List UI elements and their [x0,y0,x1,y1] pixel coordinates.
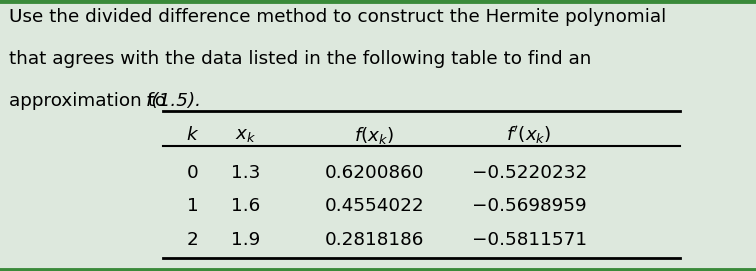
Text: −0.5698959: −0.5698959 [472,197,587,215]
Text: −0.5811571: −0.5811571 [472,231,587,249]
Text: 0: 0 [187,164,199,182]
Text: $x_k$: $x_k$ [235,127,256,144]
Text: approximation to: approximation to [9,92,172,110]
Text: 0.6200860: 0.6200860 [324,164,424,182]
Text: −0.5220232: −0.5220232 [472,164,587,182]
Text: 2: 2 [187,231,199,249]
Text: 1.9: 1.9 [231,231,260,249]
Text: Use the divided difference method to construct the Hermite polynomial: Use the divided difference method to con… [9,8,666,26]
Text: 1.3: 1.3 [231,164,260,182]
Text: f(1.5).: f(1.5). [146,92,202,110]
Text: 1: 1 [187,197,199,215]
Text: 0.2818186: 0.2818186 [324,231,424,249]
Text: $f'(x_k)$: $f'(x_k)$ [507,124,552,147]
Text: $f(x_k)$: $f(x_k)$ [354,125,395,146]
Text: 0.4554022: 0.4554022 [324,197,424,215]
Text: that agrees with the data listed in the following table to find an: that agrees with the data listed in the … [9,50,591,68]
Text: 1.6: 1.6 [231,197,260,215]
Text: $k$: $k$ [186,127,200,144]
